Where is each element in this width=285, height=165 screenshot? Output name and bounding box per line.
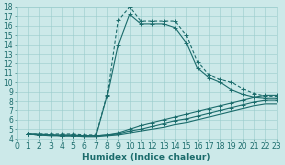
X-axis label: Humidex (Indice chaleur): Humidex (Indice chaleur) [82,152,211,162]
